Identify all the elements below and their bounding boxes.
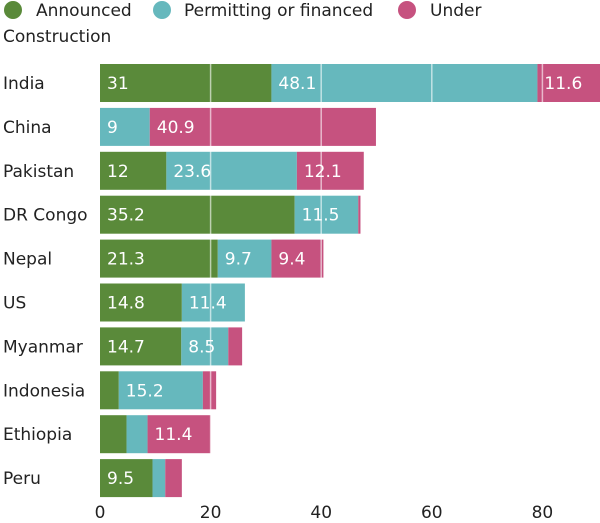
bar-segment <box>100 283 182 322</box>
value-label: 11.4 <box>189 294 227 314</box>
bar-segment <box>296 151 364 190</box>
bar-segment <box>100 459 153 498</box>
bar-segment <box>217 239 272 278</box>
category-label: DR Congo <box>3 206 88 226</box>
category-label: Ethiopia <box>3 425 72 445</box>
bar-segment <box>271 64 538 102</box>
value-labels: 31 48.1 11.6 9 40.9 12 23.6 12.1 35.2 11.5 21.3 9.7… <box>107 74 582 489</box>
bar-segment <box>100 415 127 454</box>
value-label: 11.6 <box>544 74 582 94</box>
value-label: 14.7 <box>107 337 145 357</box>
category-label: India <box>3 74 45 94</box>
bar-segment <box>166 151 297 190</box>
category-labels: India China Pakistan DR Congo Nepal US Myanmar… <box>3 74 88 489</box>
bars-group <box>100 64 600 498</box>
category-label: US <box>3 294 26 314</box>
bar-segment <box>202 371 217 410</box>
value-label: 12 <box>107 162 129 182</box>
bar-segment <box>126 415 148 454</box>
value-label: 8.5 <box>188 337 215 357</box>
value-label: 48.1 <box>278 74 316 94</box>
value-label: 9.5 <box>107 469 134 489</box>
bar-segment <box>118 371 203 410</box>
value-label: 15.2 <box>126 381 164 401</box>
category-label: China <box>3 118 52 138</box>
value-label: 9.4 <box>278 250 305 270</box>
value-label: 11.5 <box>302 206 340 226</box>
bar-segment <box>100 107 150 146</box>
bar-segment <box>100 239 218 278</box>
category-label: Pakistan <box>3 162 74 182</box>
x-axis-ticks: 0 20 40 60 80 <box>95 503 554 523</box>
value-label: 21.3 <box>107 250 145 270</box>
value-label: 31 <box>107 74 129 94</box>
bar-segment <box>294 195 359 234</box>
bar-segment <box>228 327 243 366</box>
bar-segment <box>537 64 600 102</box>
legend-swatch-permitting <box>153 1 171 19</box>
bar-segment <box>100 327 182 366</box>
x-tick-label: 60 <box>421 503 443 523</box>
value-label: 23.6 <box>173 162 211 182</box>
bar-segment <box>100 371 119 410</box>
category-label: Indonesia <box>3 381 85 401</box>
bar-segment <box>271 239 324 278</box>
value-label: 12.1 <box>304 162 342 182</box>
bar-segment <box>181 327 229 366</box>
x-tick-label: 20 <box>200 503 222 523</box>
value-label: 14.8 <box>107 294 145 314</box>
value-label: 40.9 <box>157 118 195 138</box>
value-label: 9.7 <box>225 250 252 270</box>
legend-label-under-construction: Under Construction <box>3 1 487 47</box>
bar-segment <box>358 195 361 234</box>
bar-segment <box>181 283 245 322</box>
legend-label-announced: Announced <box>36 1 132 21</box>
category-label: Peru <box>3 469 41 489</box>
bar-segment <box>152 459 166 498</box>
bar-segment <box>100 64 272 102</box>
x-tick-label: 0 <box>95 503 106 523</box>
x-tick-label: 40 <box>310 503 332 523</box>
bar-segment <box>100 195 295 234</box>
legend-swatch-announced <box>4 1 22 19</box>
bar-segment <box>149 107 376 146</box>
bar-segment <box>165 459 182 498</box>
bar-segment <box>147 415 211 454</box>
x-tick-label: 80 <box>532 503 554 523</box>
gridlines <box>209 62 544 500</box>
category-label: Nepal <box>3 250 52 270</box>
legend: Announced Permitting or financed Under C… <box>3 1 487 47</box>
value-label: 11.4 <box>155 425 193 445</box>
category-label: Myanmar <box>3 337 83 357</box>
legend-swatch-under-construction <box>398 1 416 19</box>
legend-label-permitting: Permitting or financed <box>184 1 373 21</box>
value-label: 35.2 <box>107 206 145 226</box>
value-label: 9 <box>107 118 118 138</box>
bar-segment <box>100 151 167 190</box>
